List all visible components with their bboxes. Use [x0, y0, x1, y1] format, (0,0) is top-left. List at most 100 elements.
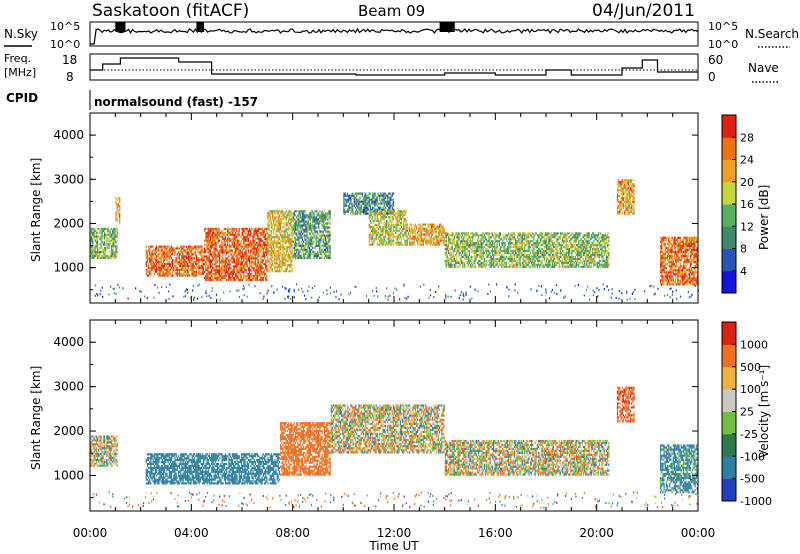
power-cell [357, 198, 359, 201]
power-cell [383, 237, 385, 240]
power-cell [410, 243, 412, 246]
power-cell [289, 218, 291, 221]
power-cell [202, 272, 205, 275]
power-cell [281, 230, 283, 233]
power-cell [257, 265, 259, 268]
power-cell [365, 196, 367, 199]
power-cell [110, 237, 113, 240]
power-cell [217, 229, 219, 232]
power-cell [308, 254, 310, 257]
power-cell [101, 239, 103, 242]
power-cell [276, 220, 278, 223]
power-cell [94, 252, 96, 256]
power-cell [275, 216, 277, 219]
power-cell [285, 260, 287, 263]
power-cell [521, 263, 523, 266]
power-cell [388, 202, 390, 205]
power-cell [464, 265, 466, 268]
power-cell [517, 246, 519, 249]
power-cell [289, 216, 291, 219]
power-cell [91, 245, 93, 248]
power-cell [296, 252, 298, 255]
power-cell [305, 230, 307, 233]
power-cell [244, 275, 246, 278]
power-cell [442, 227, 444, 230]
power-cell [228, 269, 230, 272]
power-cell [323, 238, 325, 241]
power-cell [247, 247, 249, 250]
power-cell [428, 239, 430, 242]
power-cell [297, 254, 299, 257]
power-cell [253, 257, 255, 260]
power-cell [216, 231, 218, 234]
nave-tick-top: 60 [708, 53, 723, 67]
power-cell [391, 223, 393, 227]
power-cell [461, 234, 464, 237]
power-cell [261, 259, 263, 262]
power-cell [186, 261, 189, 264]
power-cell [258, 245, 260, 248]
power-cell [233, 259, 236, 262]
power-cell [373, 220, 375, 223]
power-cell [90, 229, 92, 232]
power-cell [360, 212, 362, 215]
power-cell [113, 231, 115, 234]
nsearch-label: N.Search [745, 27, 799, 41]
power-cell [387, 212, 389, 215]
power-cell [309, 238, 312, 241]
power-cell [327, 246, 329, 249]
power-cell [235, 235, 237, 238]
power-cell [255, 233, 257, 236]
power-cell [181, 264, 183, 267]
power-cell [306, 250, 308, 253]
power-cell [105, 254, 107, 258]
power-cell [224, 263, 226, 266]
power-cell [269, 216, 271, 219]
power-cell [253, 233, 255, 236]
power-cell [313, 234, 315, 237]
power-cell [178, 259, 181, 262]
power-cell [298, 230, 300, 233]
power-cell [252, 239, 254, 242]
power-cell [100, 241, 102, 244]
power-cell [114, 254, 116, 258]
power-cell [479, 246, 481, 249]
power-cell [449, 265, 451, 268]
power-cell [267, 242, 269, 245]
power-cell [420, 237, 422, 240]
power-cell [376, 216, 378, 219]
power-cell [362, 202, 365, 205]
power-cell [239, 241, 241, 244]
power-cell [238, 257, 240, 260]
power-cell [259, 255, 261, 258]
power-cell [523, 242, 525, 245]
power-cell [345, 202, 347, 205]
power-cell [459, 251, 461, 255]
power-cell [240, 259, 242, 262]
power-cell [233, 265, 236, 268]
power-cell [451, 263, 453, 266]
power-cell [448, 249, 450, 253]
power-cell [517, 248, 519, 251]
power-cell [145, 264, 147, 267]
power-cell [301, 214, 304, 217]
power-cell [248, 261, 251, 264]
power-cell [490, 255, 492, 258]
power-cell [491, 261, 494, 264]
power-cell [238, 259, 240, 262]
power-cell [206, 255, 208, 258]
power-cell [175, 257, 177, 260]
power-cell [445, 234, 447, 237]
power-cell [319, 244, 321, 247]
power-cell [233, 243, 236, 246]
power-cell [329, 212, 331, 215]
power-cell [153, 266, 155, 269]
power-cell [326, 254, 328, 257]
power-cell [413, 229, 415, 232]
power-cell [297, 236, 299, 239]
power-cell [237, 271, 239, 274]
power-cell [288, 270, 290, 273]
power-cell [503, 255, 505, 258]
power-cell [205, 239, 207, 242]
power-cell [309, 256, 312, 259]
